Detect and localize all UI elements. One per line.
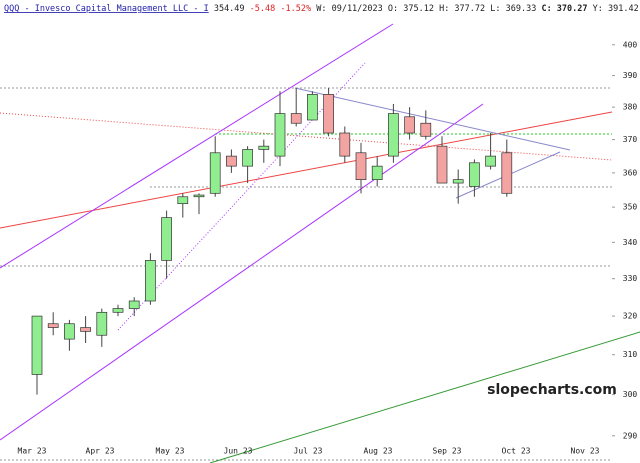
channel-line	[0, 23, 394, 269]
candle-body	[193, 194, 205, 198]
y-tick-label: 400	[623, 40, 638, 49]
last: 354.49	[214, 4, 245, 14]
x-tick-label: Aug 23	[364, 447, 393, 456]
y-tick-label: 320	[623, 312, 638, 321]
candle-body	[355, 152, 367, 181]
y-tick-label: 300	[623, 390, 638, 399]
y-tick-label: 370	[623, 135, 638, 144]
candle-body	[145, 260, 156, 302]
candle-body	[226, 155, 237, 167]
trend-line	[0, 112, 613, 161]
channel-line	[0, 103, 484, 441]
header: QQQ - Invesco Capital Management LLC - I…	[4, 4, 639, 14]
candle-body	[177, 196, 189, 205]
candle-body	[485, 155, 496, 167]
y-tick-label: 290	[623, 431, 638, 440]
x-tick-label: Apr 23	[86, 447, 115, 456]
candle-body	[112, 308, 124, 313]
candle-body	[96, 311, 108, 336]
change: -5.48	[250, 4, 276, 14]
x-tick-label: Mar 23	[18, 447, 47, 456]
candle-body	[128, 300, 140, 309]
candle-body	[258, 145, 270, 150]
candle-body	[323, 94, 334, 134]
candle-body	[388, 113, 399, 157]
candle-body	[31, 315, 43, 375]
y-tick-label: 310	[623, 350, 638, 359]
candle-body	[274, 113, 286, 157]
candle-body	[339, 132, 351, 157]
change-pct: -1.52%	[280, 4, 311, 14]
y-tick-label: 360	[623, 168, 638, 177]
y-value: Y: 391.42	[593, 4, 639, 14]
wedge-line	[294, 87, 571, 151]
x-tick-label: Jun 23	[224, 447, 253, 456]
trend-line	[0, 111, 613, 229]
candle-body	[469, 162, 480, 187]
date: W: 09/11/2023	[316, 4, 383, 14]
x-tick-label: Oct 23	[502, 447, 531, 456]
x-tick-label: Sep 23	[433, 447, 462, 456]
candle-body	[209, 152, 221, 194]
candle-body	[47, 323, 59, 328]
y-tick-label: 350	[623, 203, 638, 212]
x-tick-label: Nov 23	[571, 447, 600, 456]
candle-body	[242, 149, 253, 167]
annotation-lines	[0, 23, 640, 463]
y-tick-label: 340	[623, 238, 638, 247]
y-tick-label: 380	[623, 103, 638, 112]
candle-body	[371, 165, 383, 181]
candle-body	[290, 113, 302, 124]
low: L: 369.33	[490, 4, 536, 14]
candle-body	[161, 217, 172, 261]
candle-body	[436, 145, 448, 184]
symbol: QQQ - Invesco Capital Management LLC - I	[4, 4, 209, 14]
candle-body	[64, 323, 75, 340]
candle-body	[307, 94, 318, 121]
x-tick-label: May 23	[156, 447, 185, 456]
candle-body	[452, 179, 464, 184]
candle-body	[501, 152, 513, 194]
close: C: 370.27	[541, 4, 587, 14]
candle-body	[420, 122, 432, 137]
trend-line	[209, 331, 640, 463]
watermark: slopecharts.com	[487, 382, 617, 398]
high: H: 377.72	[439, 4, 485, 14]
y-tick-label: 330	[623, 274, 638, 283]
open: O: 375.12	[388, 4, 434, 14]
candle-body	[80, 327, 91, 332]
x-tick-label: Jul 23	[294, 447, 323, 456]
candle-body	[404, 116, 415, 134]
y-tick-label: 390	[623, 71, 638, 80]
